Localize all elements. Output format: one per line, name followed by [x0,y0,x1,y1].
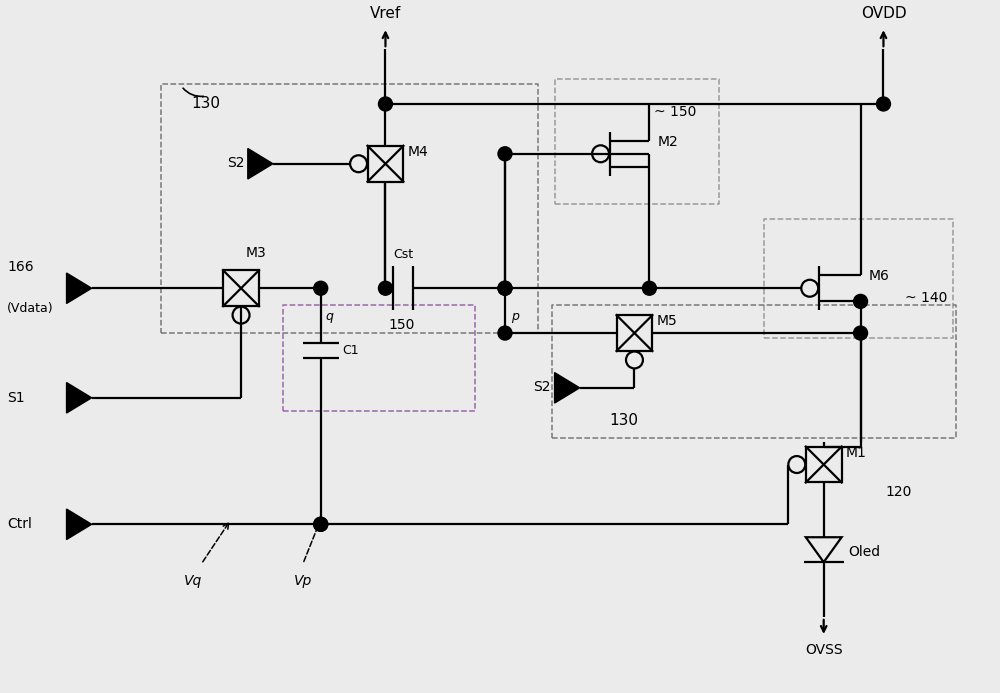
Text: C1: C1 [343,344,359,357]
Circle shape [498,147,512,161]
Text: M5: M5 [656,314,677,328]
Circle shape [314,517,328,532]
Text: S2: S2 [227,156,244,170]
Text: Cst: Cst [393,248,413,261]
Text: 120: 120 [885,485,912,500]
Text: (Vdata): (Vdata) [7,302,54,315]
Circle shape [498,281,512,295]
Text: 130: 130 [610,412,639,428]
Text: M2: M2 [657,135,678,149]
Circle shape [854,326,868,340]
Text: 150: 150 [388,318,415,332]
Bar [223,270,259,306]
Polygon shape [555,373,580,403]
Bar [368,146,403,182]
Text: OVDD: OVDD [861,6,906,21]
Circle shape [498,326,512,340]
Circle shape [642,281,656,295]
Circle shape [378,281,392,295]
Polygon shape [248,148,273,179]
Text: Vref: Vref [370,6,401,21]
Circle shape [378,97,392,111]
Circle shape [314,517,328,532]
Text: M1: M1 [846,446,866,459]
Text: 130: 130 [191,96,220,111]
Text: Vq: Vq [184,574,202,588]
Text: S1: S1 [7,391,25,405]
Text: M6: M6 [869,270,889,283]
Text: ~ 140: ~ 140 [905,291,948,305]
Polygon shape [67,273,92,304]
Text: 166: 166 [7,261,34,274]
Text: Oled: Oled [849,545,881,559]
Circle shape [876,97,890,111]
Text: S2: S2 [533,380,551,394]
Text: q: q [326,310,334,323]
Text: Vp: Vp [294,574,312,588]
Text: p: p [511,310,519,323]
Circle shape [314,281,328,295]
Circle shape [498,281,512,295]
Text: Ctrl: Ctrl [7,517,32,532]
Circle shape [854,295,868,308]
Text: ~ 150: ~ 150 [654,105,697,119]
Polygon shape [67,509,92,540]
Text: M4: M4 [407,145,428,159]
FancyArrowPatch shape [183,88,203,96]
Polygon shape [67,383,92,413]
Text: OVSS: OVSS [805,643,843,657]
Bar [617,315,652,351]
Text: M3: M3 [246,246,267,261]
Bar [806,446,842,482]
